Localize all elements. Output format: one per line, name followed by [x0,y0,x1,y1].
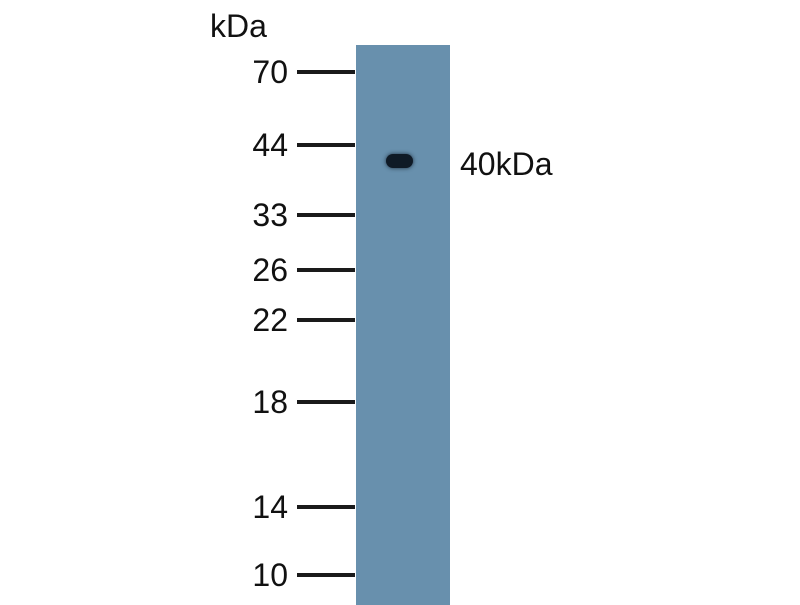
marker-label: 26 [252,252,288,288]
marker-tick [297,573,355,577]
marker-tick [297,318,355,322]
unit-label: kDa [210,8,267,44]
marker-label: 18 [252,384,288,420]
marker-tick [297,143,355,147]
marker-label: 14 [252,489,288,525]
marker-label: 44 [252,127,288,163]
blot-lane [356,45,450,605]
marker-label: 33 [252,197,288,233]
marker-tick [297,268,355,272]
marker-label: 10 [252,557,288,593]
marker-tick [297,505,355,509]
protein-band [386,154,413,168]
marker-tick [297,70,355,74]
marker-label: 70 [252,54,288,90]
marker-tick [297,400,355,404]
band-label: 40kDa [460,146,553,182]
marker-tick [297,213,355,217]
marker-label: 22 [252,302,288,338]
